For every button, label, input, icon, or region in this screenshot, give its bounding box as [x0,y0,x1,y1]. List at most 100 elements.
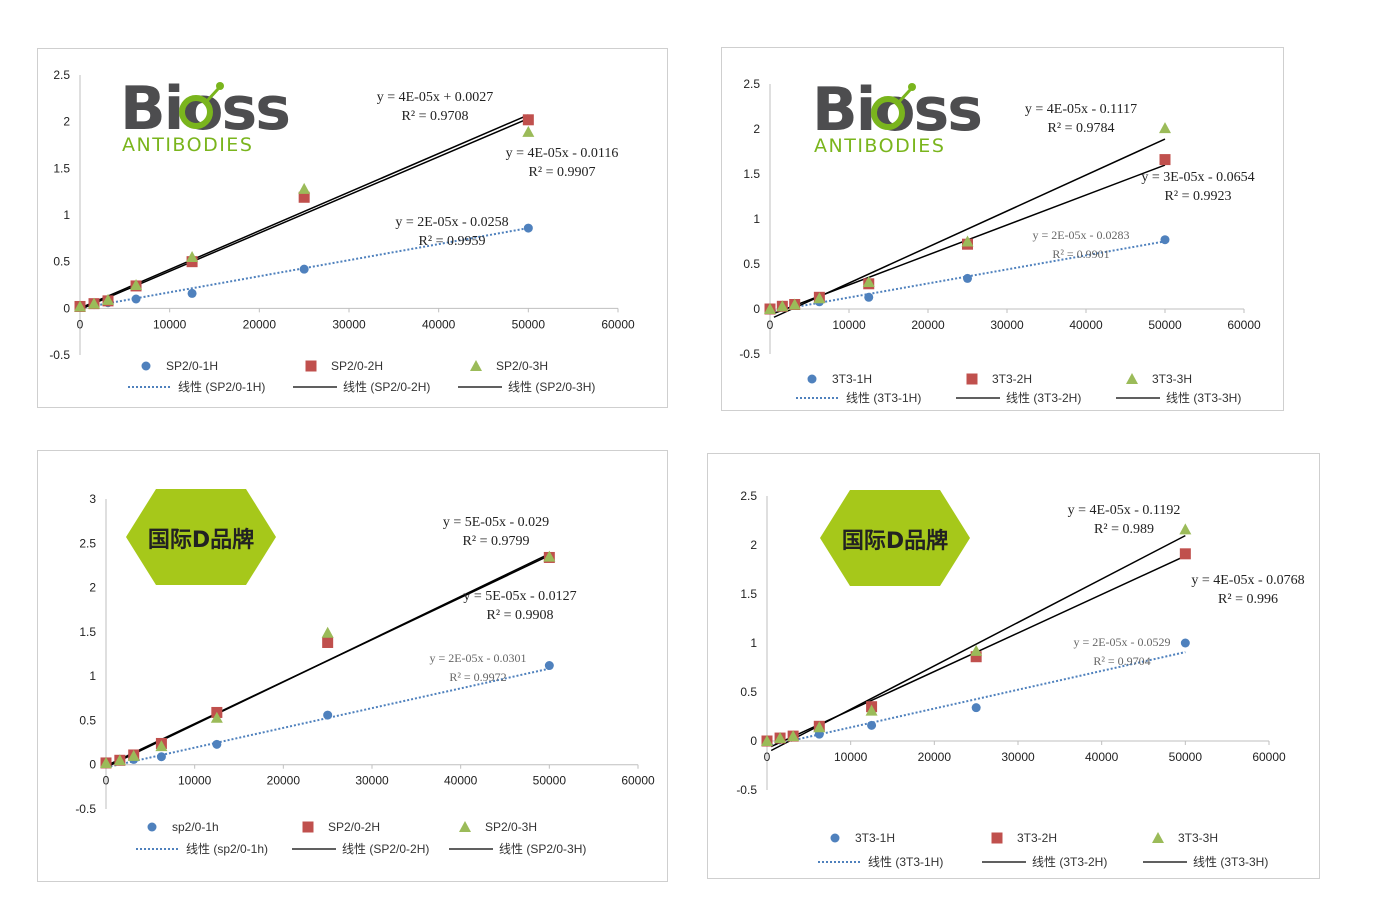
data-point-3t3-2h [1179,548,1191,560]
trendline-equation: y = 2E-05x - 0.0301 [429,651,526,665]
legend-marker [459,821,471,832]
x-tick-label: 60000 [621,774,655,788]
x-tick-label: 40000 [1069,318,1103,332]
data-point-3t3-1h [1180,638,1190,648]
trendline-r-squared: R² = 0.9972 [449,670,506,684]
data-point-sp2-0-3h [321,626,334,638]
data-point-sp2-0-3h [102,293,115,305]
x-tick-label: 60000 [601,317,635,331]
x-tick-label: 20000 [911,318,945,332]
trendline-sp2-0-3h [84,117,529,309]
data-point-3t3-3h [862,276,875,287]
y-tick-label: 2.5 [743,77,760,91]
bioss-logo-subtext: ANTIBODIES [814,135,945,157]
data-point-3t3-3h [813,292,826,304]
legend-marker [830,833,840,843]
y-tick-label: 0 [753,302,760,316]
data-point-sp2-0-3h [298,182,311,194]
chart-panel-bottom-right: 国际D品牌 -0.5 0 0.5 1 1.5 2 2.5 0 10000 20000 30000 400… [707,453,1320,879]
y-tick-label: 2.5 [740,489,757,503]
x-tick-label: 20000 [267,774,301,788]
data-point-sp2-0-3h [130,279,143,290]
x-tick-label: 0 [767,318,774,332]
x-tick-label: 50000 [1169,750,1203,764]
data-point-sp2-0-3h [543,550,556,562]
x-tick-label: 30000 [355,774,389,788]
y-tick-label: 2.5 [79,536,96,550]
data-point-sp2-0-1h [523,223,533,233]
data-point-sp2-0-1h [212,739,222,749]
data-point-3t3-3h [761,735,773,746]
x-tick-label: 30000 [332,317,366,331]
legend-trend-label: 线性 (3T3-1H) [846,391,921,405]
bioss-logo-dot [908,83,916,91]
legend-marker [991,832,1003,844]
data-point-3t3-1h [1160,235,1170,245]
x-tick-label: 40000 [444,774,478,788]
x-tick-label: 30000 [1001,750,1035,764]
brand-d-logo: 国际D品牌 [820,490,970,586]
legend-label: SP2/0-2H [328,820,380,834]
chart-panel-top-right: Bioss ANTIBODIES -0.5 0 0.5 1 1.5 2 2.5 0 10000 200… [721,47,1284,411]
legend-marker [807,374,817,384]
legend-marker [470,360,482,371]
hexagon-badge [126,489,276,585]
legend-label: 3T3-1H [855,831,895,845]
bioss-logo-text: Bioss [120,74,289,144]
data-point-3t3-2h [970,651,982,663]
trendline-3t3-3h [773,138,1166,318]
x-tick-label: 40000 [1085,750,1119,764]
legend-trend-label: 线性 (SP2/0-1H) [178,380,265,394]
y-tick-label: 0.5 [740,685,757,699]
legend-marker [966,373,978,385]
y-tick-label: -0.5 [736,783,757,797]
y-tick-label: 1.5 [53,161,70,175]
data-point-sp2-0-2h [322,636,334,648]
data-point-sp2-0-3h [74,300,86,312]
y-tick-label: -0.5 [75,802,96,816]
x-tick-label: 30000 [990,318,1024,332]
trendline-r-squared: R² = 0.9907 [529,165,596,180]
legend-label: 3T3-3H [1152,372,1192,386]
y-tick-label: 0 [750,734,757,748]
hexagon-badge [820,490,970,586]
y-tick-label: 2 [63,115,70,129]
chart-panel-top-left: Bioss ANTIBODIES -0.5 0 0.5 1 1.5 2 2.5 0 10000 200… [37,48,668,408]
legend-label: 3T3-3H [1178,831,1218,845]
chart-3t3-bottom: 国际D品牌 -0.5 0 0.5 1 1.5 2 2.5 0 10000 20000 30000 400… [736,489,1304,869]
legend-marker [1152,832,1164,843]
x-tick-label: 0 [764,750,771,764]
bioss-logo-ring [179,95,213,129]
legend-label: 3T3-2H [1017,831,1057,845]
legend-marker [147,822,157,832]
data-point-sp2-0-1h [156,752,166,762]
bioss-logo-subtext: ANTIBODIES [122,134,253,156]
bioss-logo-text: Bioss [812,75,981,145]
y-tick-label: -0.5 [739,347,760,361]
legend-marker [305,360,317,372]
legend-trend-label: 线性 (sp2/0-1h) [186,842,268,856]
data-point-sp2-0-1h [299,264,309,274]
legend-trend-label: 线性 (SP2/0-2H) [342,842,429,856]
legend-label: 3T3-2H [992,372,1032,386]
data-point-3t3-3h [1179,523,1192,535]
bioss-logo-spark [896,88,912,105]
data-point-sp2-0-2h [298,191,310,203]
data-point-3t3-1h [864,292,874,302]
x-tick-label: 40000 [422,317,456,331]
legend-label: SP2/0-2H [331,359,383,373]
legend-trend-label: 线性 (SP2/0-3H) [508,380,595,394]
data-point-3t3-3h [813,721,826,733]
trendline-equation: y = 2E-05x - 0.0258 [395,215,508,230]
brand-d-logo-text: 国际D品牌 [148,527,254,553]
y-tick-label: 1 [63,208,70,222]
trendline-r-squared: R² = 0.989 [1094,522,1154,537]
data-point-3t3-1h [971,703,981,713]
x-tick-label: 50000 [1148,318,1182,332]
trendline-equation: y = 4E-05x + 0.0027 [377,90,494,105]
x-tick-label: 60000 [1252,750,1286,764]
x-tick-label: 10000 [832,318,866,332]
data-point-sp2-0-3h [186,251,199,262]
